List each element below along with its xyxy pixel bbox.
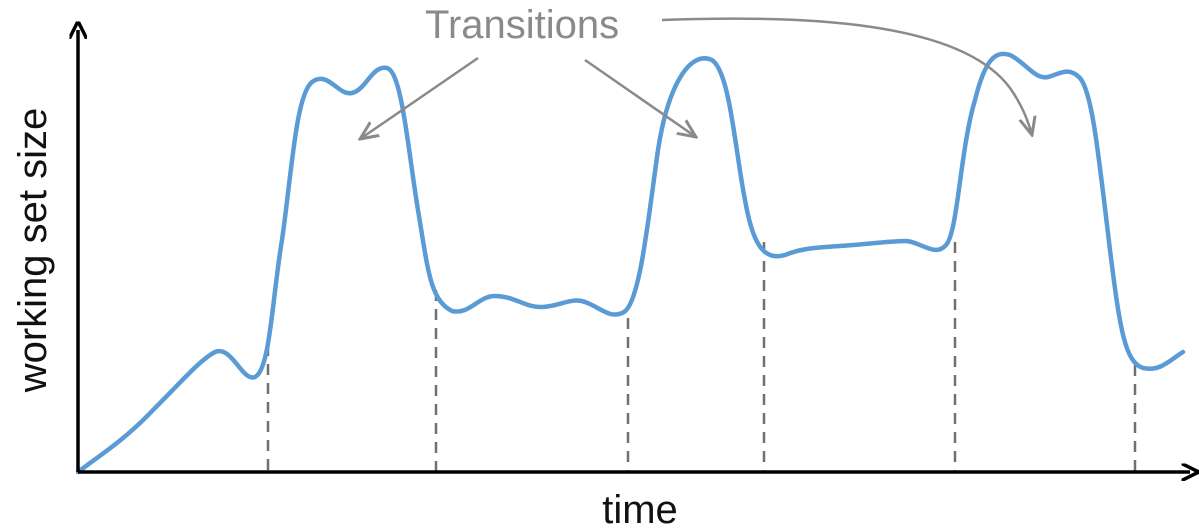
transition-arrow xyxy=(661,17,1032,135)
transition-arrow xyxy=(360,56,479,139)
transition-arrow xyxy=(584,58,696,137)
x-axis-label: time xyxy=(602,488,678,531)
phase-boundary-lines xyxy=(266,242,1137,472)
y-axis-label: working set size xyxy=(11,108,55,394)
transitions-annotation: Transitions xyxy=(425,3,619,47)
transition-arrows xyxy=(360,17,1032,139)
working-set-curve xyxy=(75,51,1186,475)
